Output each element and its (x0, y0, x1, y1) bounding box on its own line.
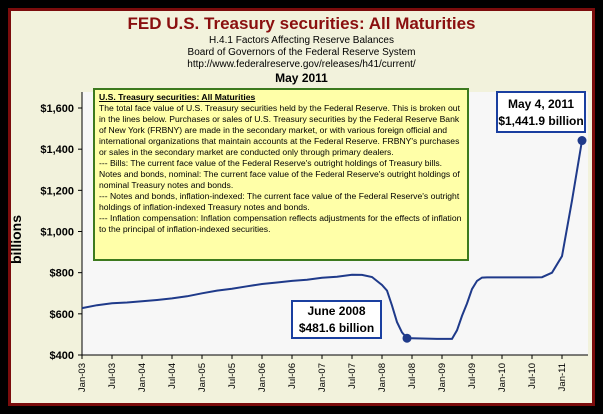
data-marker (577, 136, 587, 146)
x-tick-label: Jan-06 (257, 363, 268, 392)
x-tick-label: Jan-08 (377, 363, 388, 392)
series-line (81, 140, 583, 340)
x-tick-label: Jul-09 (467, 363, 478, 389)
y-tick-label: $1,400 (40, 144, 74, 156)
x-tick-label: Jul-04 (167, 363, 178, 389)
note-paragraph-2: --- Bills: The current face value of the… (99, 158, 442, 168)
subtitle-line-1: H.4.1 Factors Affecting Reserve Balances (209, 35, 394, 46)
peak-callout: May 4, 2011 $1,441.9 billion (496, 91, 586, 133)
x-tick-label: Jan-11 (557, 363, 568, 391)
y-tick-label: $400 (50, 350, 74, 362)
x-tick-label: Jan-07 (317, 363, 328, 392)
period-label: May 2011 (275, 71, 328, 85)
x-tick-label: Jan-04 (137, 363, 148, 392)
y-tick-label: $1,000 (40, 227, 74, 239)
note-paragraph-3: Notes and bonds, nominal: The current fa… (99, 169, 460, 190)
note-paragraph-1: The total face value of U.S. Treasury se… (99, 103, 460, 157)
subtitle-line-2: Board of Governors of the Federal Reserv… (187, 47, 416, 58)
x-tick-labels: Jan-03 Jul-03 Jan-04 Jul-04 Jan-05 Jul-05 Jan-… (77, 363, 568, 392)
low-callout: June 2008 $481.6 billion (291, 300, 382, 339)
x-tick-label: Jan-10 (497, 363, 508, 392)
x-tick-label: Jan-05 (197, 363, 208, 392)
peak-callout-date: May 4, 2011 (507, 97, 575, 111)
note-paragraph-4: --- Notes and bonds, inflation-indexed: … (99, 191, 460, 212)
peak-callout-value: $1,441.9 billion (498, 114, 584, 128)
subtitle-line-3: http://www.federalreserve.gov/releases/h… (187, 59, 416, 70)
x-tick-label: Jul-05 (227, 363, 238, 389)
definition-note: U.S. Treasury securities: All Maturities… (93, 88, 469, 261)
low-callout-value: $481.6 billion (298, 321, 375, 335)
note-title: U.S. Treasury securities: All Maturities (99, 92, 256, 102)
x-tick-label: Jan-03 (77, 363, 88, 392)
y-tick-label: $600 (50, 309, 74, 321)
x-tick-label: Jul-10 (527, 363, 538, 389)
x-tick-label: Jul-08 (407, 363, 418, 389)
x-tick-label: Jul-07 (347, 363, 358, 389)
x-tick-label: Jul-06 (287, 363, 298, 389)
data-marker (402, 333, 412, 343)
axes (78, 92, 588, 359)
y-tick-labels: $400 $600 $800 $1,000 $1,200 $1,400 $1,600 (40, 103, 74, 362)
x-tick-label: Jul-03 (107, 363, 118, 389)
note-paragraph-5: --- Inflation compensation: Inflation co… (99, 213, 462, 234)
y-tick-label: $800 (50, 268, 74, 280)
y-tick-label: $1,600 (40, 103, 74, 115)
chart-title: FED U.S. Treasury securities: All Maturi… (127, 14, 476, 33)
x-tick-label: Jan-09 (437, 363, 448, 392)
data-markers (402, 136, 587, 343)
y-tick-label: $1,200 (40, 185, 74, 197)
low-callout-date: June 2008 (307, 304, 366, 318)
